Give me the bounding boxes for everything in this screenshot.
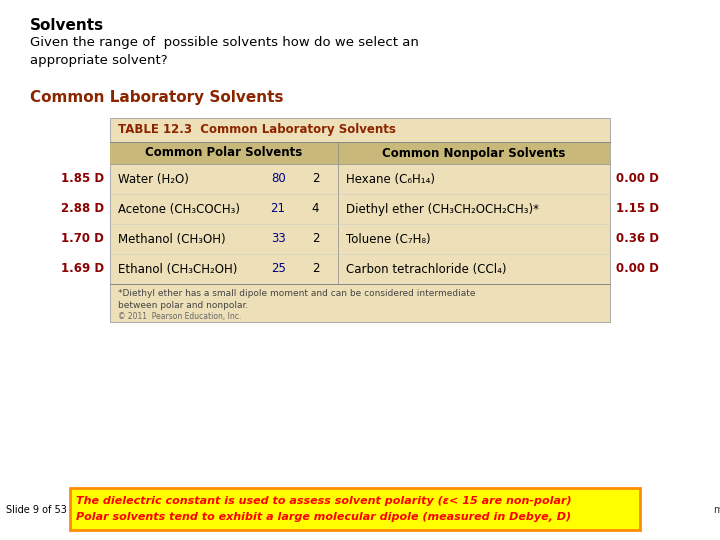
Text: Slide 9 of 53: Slide 9 of 53	[6, 505, 67, 515]
Text: The dielectric constant is used to assess solvent polarity (ε< 15 are non-polar): The dielectric constant is used to asses…	[76, 496, 572, 506]
Text: 2: 2	[312, 233, 319, 246]
Text: 2: 2	[312, 262, 319, 275]
Text: TABLE 12.3  Common Laboratory Solvents: TABLE 12.3 Common Laboratory Solvents	[118, 124, 396, 137]
Bar	[70, 488, 640, 530]
Text: Methanol (CH₃OH): Methanol (CH₃OH)	[118, 233, 225, 246]
Text: 2: 2	[312, 172, 319, 186]
Text: Solvents: Solvents	[30, 18, 104, 33]
Text: 1.69 D: 1.69 D	[61, 262, 104, 275]
Text: Polar solvents tend to exhibit a large molecular dipole (measured in Debye, D): Polar solvents tend to exhibit a large m…	[76, 512, 571, 522]
Text: 1.70 D: 1.70 D	[61, 233, 104, 246]
Text: 0.00 D: 0.00 D	[616, 172, 659, 186]
Text: Diethyl ether (CH₃CH₂OCH₂CH₃)*: Diethyl ether (CH₃CH₂OCH₂CH₃)*	[346, 202, 539, 215]
Text: © 2011  Pearson Education, Inc.: © 2011 Pearson Education, Inc.	[118, 312, 241, 321]
Text: 33: 33	[271, 233, 286, 246]
Text: *Diethyl ether has a small dipole moment and can be considered intermediate
betw: *Diethyl ether has a small dipole moment…	[118, 289, 475, 310]
Text: Carbon tetrachloride (CCl₄): Carbon tetrachloride (CCl₄)	[346, 262, 506, 275]
Text: Common Polar Solvents: Common Polar Solvents	[145, 146, 302, 159]
Text: 25: 25	[271, 262, 286, 275]
Text: 80: 80	[271, 172, 286, 186]
Text: 21: 21	[271, 202, 286, 215]
Text: Ethanol (CH₃CH₂OH): Ethanol (CH₃CH₂OH)	[118, 262, 238, 275]
Text: Common Nonpolar Solvents: Common Nonpolar Solvents	[382, 146, 565, 159]
Bar	[110, 142, 610, 164]
Text: 0.00 D: 0.00 D	[616, 262, 659, 275]
Text: Given the range of  possible solvents how do we select an
appropriate solvent?: Given the range of possible solvents how…	[30, 36, 419, 67]
Text: Common Laboratory Solvents: Common Laboratory Solvents	[30, 90, 284, 105]
Text: 2.88 D: 2.88 D	[61, 202, 104, 215]
Text: 4: 4	[312, 202, 319, 215]
Text: Water (H₂O): Water (H₂O)	[118, 172, 189, 186]
Text: Toluene (C₇H₈): Toluene (C₇H₈)	[346, 233, 430, 246]
Text: 0.36 D: 0.36 D	[616, 233, 659, 246]
Text: Acetone (CH₃COCH₃): Acetone (CH₃COCH₃)	[118, 202, 240, 215]
Bar	[110, 118, 610, 322]
Text: 1.85 D: 1.85 D	[61, 172, 104, 186]
Text: m and: m and	[714, 505, 720, 515]
Text: Hexane (C₆H₁₄): Hexane (C₆H₁₄)	[346, 172, 434, 186]
Text: 1.15 D: 1.15 D	[616, 202, 659, 215]
